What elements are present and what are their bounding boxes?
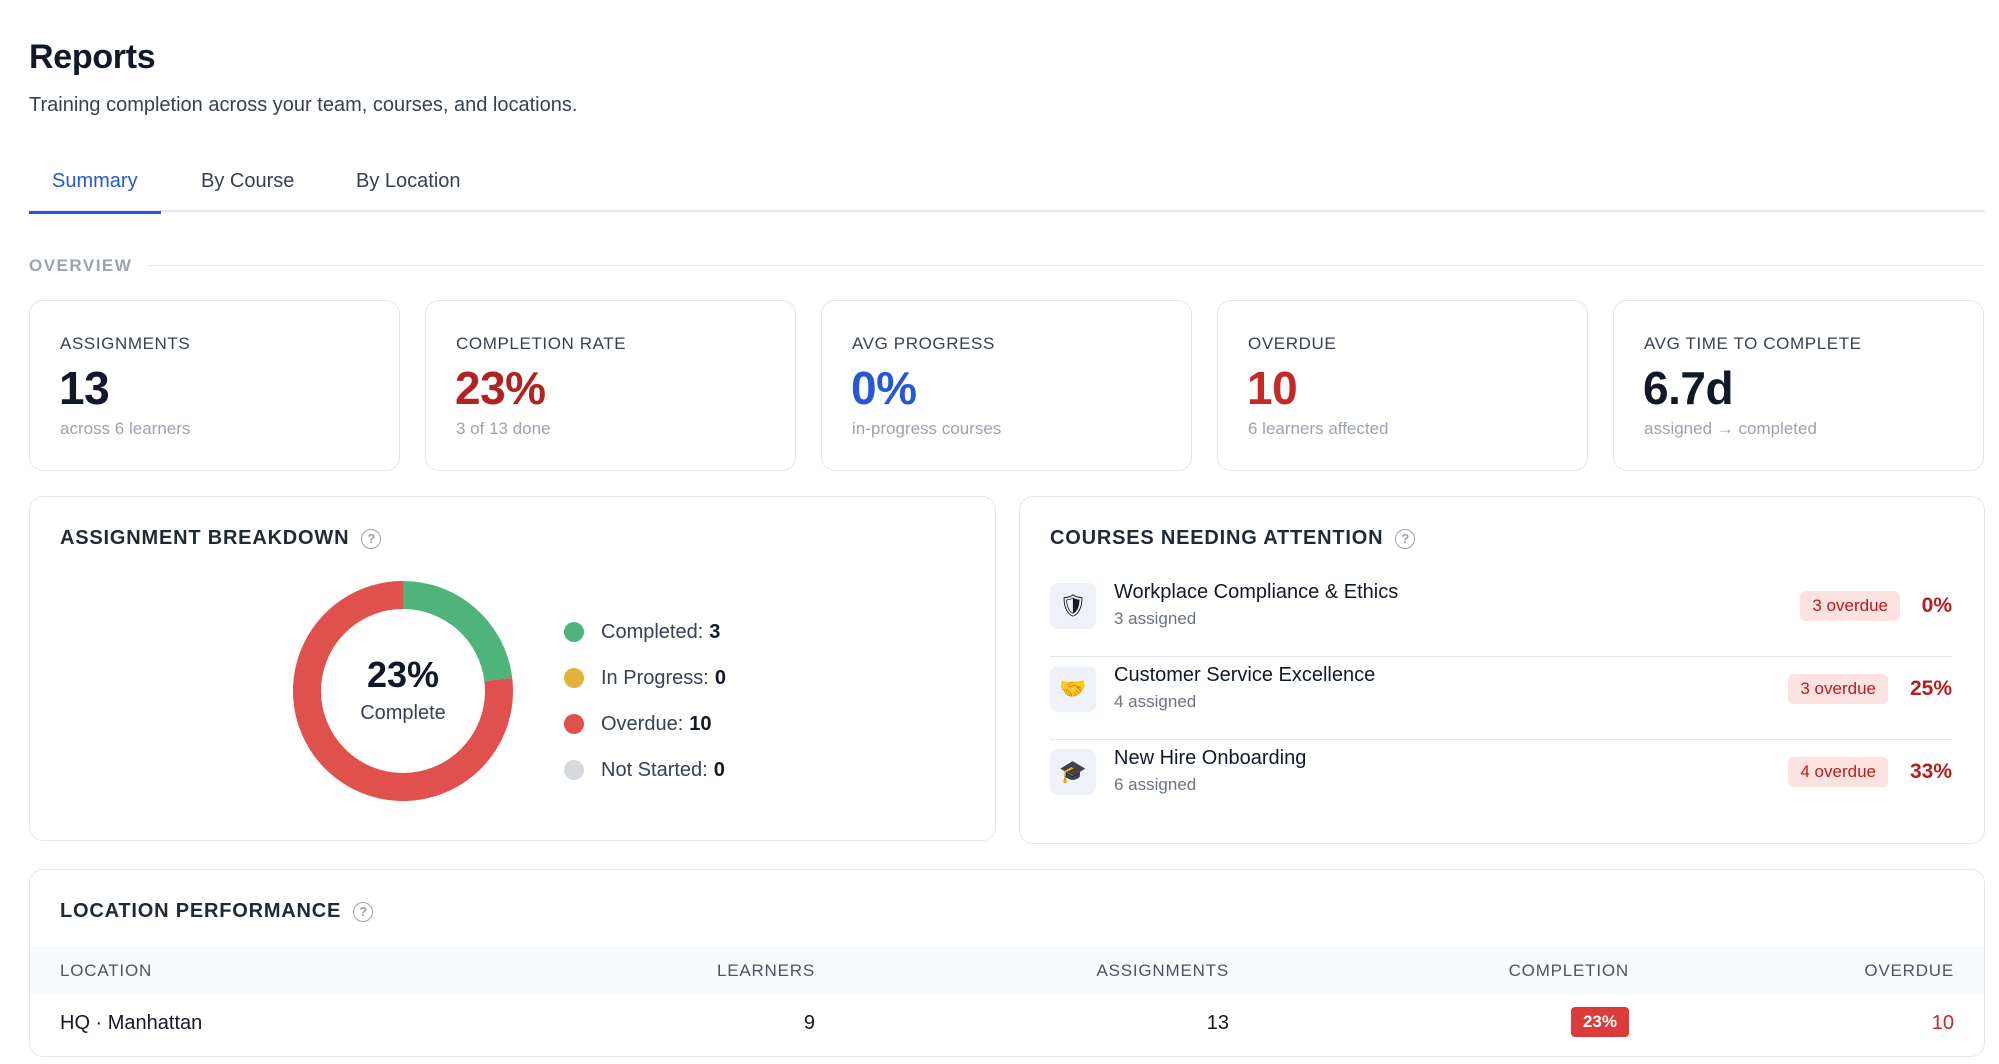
panel-title: LOCATION PERFORMANCE ? (60, 900, 374, 923)
legend-label: Completed: (601, 620, 704, 643)
legend-label: In Progress: (601, 666, 709, 689)
legend-dot (564, 760, 584, 780)
column-header-location[interactable]: LOCATION (60, 961, 153, 980)
column-header-completion[interactable]: COMPLETION (1508, 961, 1629, 980)
donut-center-label: Complete (360, 702, 446, 724)
stat-sub: across 6 learners (60, 419, 191, 438)
stat-card-completion-rate: COMPLETION RATE 23% 3 of 13 done (425, 300, 796, 471)
legend-item-not-started: Not Started: 0 (564, 747, 726, 793)
donut-center: 23% Complete (292, 580, 514, 802)
column-header-overdue[interactable]: OVERDUE (1864, 961, 1954, 980)
donut-legend: Completed: 3 In Progress: 0 Overdue: 10 … (564, 609, 726, 793)
legend-item-overdue: Overdue: 10 (564, 701, 726, 747)
donut-slice-overdue[interactable] (293, 581, 513, 801)
legend-dot (564, 622, 584, 642)
stat-sub: in-progress courses (852, 419, 1002, 438)
course-assigned-count: 4 assigned (1114, 692, 1197, 711)
stat-value: 13 (59, 362, 110, 414)
stat-sub: 3 of 13 done (456, 419, 551, 438)
stat-sub: assigned → completed (1644, 419, 1817, 438)
overview-divider (148, 265, 1985, 266)
course-row[interactable]: 🎓 New Hire Onboarding 6 assigned 4 overd… (1050, 741, 1952, 823)
legend-dot (564, 714, 584, 734)
panel-title: COURSES NEEDING ATTENTION ? (1050, 527, 1416, 550)
stat-label: ASSIGNMENTS (60, 334, 191, 353)
tab-by-course[interactable]: By Course (201, 170, 295, 192)
course-completion-pct: 33% (1909, 760, 1952, 783)
report-tabs: Summary By Course By Location (29, 160, 1985, 214)
stat-value: 23% (455, 362, 546, 414)
course-completion-pct: 0% (1921, 594, 1952, 617)
cell-completion-badge: 23% (1570, 1007, 1629, 1037)
overdue-badge: 3 overdue (1788, 674, 1888, 704)
shield-icon: 🛡 (1050, 583, 1096, 629)
legend-label: Not Started: (601, 758, 708, 781)
course-completion-pct: 25% (1909, 677, 1952, 700)
stat-label: AVG TIME TO COMPLETE (1644, 334, 1862, 353)
course-assigned-count: 6 assigned (1114, 775, 1197, 794)
course-name[interactable]: Customer Service Excellence (1114, 664, 1376, 686)
tab-by-location[interactable]: By Location (356, 170, 461, 192)
assignment-breakdown-panel: ASSIGNMENT BREAKDOWN ? 23% Complete Comp… (29, 496, 996, 841)
donut-chart: 23% Complete (292, 580, 514, 802)
stat-label: COMPLETION RATE (456, 334, 627, 353)
stat-value: 10 (1247, 362, 1298, 414)
course-assigned-count: 3 assigned (1114, 609, 1197, 628)
stat-card-assignments: ASSIGNMENTS 13 across 6 learners (29, 300, 400, 471)
handshake-icon: 🤝 (1050, 666, 1096, 712)
cell-learners: 9 (803, 1012, 815, 1034)
overdue-badge: 3 overdue (1800, 591, 1900, 621)
overview-label: OVERVIEW (29, 256, 133, 275)
help-icon[interactable]: ? (353, 901, 374, 922)
courses-attention-panel: COURSES NEEDING ATTENTION ? 🛡 Workplace … (1019, 496, 1985, 844)
course-name[interactable]: New Hire Onboarding (1114, 747, 1307, 769)
course-row[interactable]: 🛡 Workplace Compliance & Ethics 3 assign… (1050, 575, 1952, 657)
help-icon[interactable]: ? (1395, 528, 1416, 549)
page-title: Reports (29, 38, 156, 76)
help-icon[interactable]: ? (361, 528, 382, 549)
page-subtitle: Training completion across your team, co… (29, 94, 578, 116)
legend-label: Overdue: (601, 712, 684, 735)
cell-assignments: 13 (1206, 1012, 1229, 1034)
cell-overdue: 10 (1931, 1012, 1954, 1034)
location-performance-panel: LOCATION PERFORMANCE ? LOCATION LEARNERS… (29, 869, 1985, 1057)
legend-value: 0 (714, 666, 726, 689)
tab-summary[interactable]: Summary (29, 170, 161, 214)
stat-label: AVG PROGRESS (852, 334, 995, 353)
stat-card-avg-progress: AVG PROGRESS 0% in-progress courses (821, 300, 1192, 471)
location-performance-title: LOCATION PERFORMANCE (60, 900, 342, 922)
graduation-cap-icon: 🎓 (1050, 749, 1096, 795)
location-table-header: LOCATION LEARNERS ASSIGNMENTS COMPLETION… (30, 946, 1984, 994)
legend-item-completed: Completed: 3 (564, 609, 726, 655)
courses-attention-title: COURSES NEEDING ATTENTION (1050, 527, 1384, 549)
stat-value: 0% (851, 362, 917, 414)
stat-sub: 6 learners affected (1248, 419, 1389, 438)
assignment-breakdown-title: ASSIGNMENT BREAKDOWN (60, 527, 350, 549)
column-header-learners[interactable]: LEARNERS (716, 961, 815, 980)
column-header-assignments[interactable]: ASSIGNMENTS (1096, 961, 1229, 980)
donut-svg (293, 581, 513, 801)
course-row[interactable]: 🤝 Customer Service Excellence 4 assigned… (1050, 658, 1952, 740)
cell-location: HQ · Manhattan (60, 1012, 203, 1034)
legend-value: 3 (709, 620, 721, 643)
legend-dot (564, 668, 584, 688)
legend-value: 10 (689, 712, 712, 735)
stat-label: OVERDUE (1248, 334, 1337, 353)
legend-value: 0 (713, 758, 725, 781)
overdue-badge: 4 overdue (1788, 757, 1888, 787)
panel-title: ASSIGNMENT BREAKDOWN ? (60, 527, 382, 550)
donut-center-value: 23% (366, 654, 440, 695)
legend-item-in-progress: In Progress: 0 (564, 655, 726, 701)
stat-value: 6.7d (1643, 362, 1734, 414)
course-name[interactable]: Workplace Compliance & Ethics (1114, 581, 1399, 603)
stat-card-overdue: OVERDUE 10 6 learners affected (1217, 300, 1588, 471)
stat-card-avg-time: AVG TIME TO COMPLETE 6.7d assigned → com… (1613, 300, 1984, 471)
